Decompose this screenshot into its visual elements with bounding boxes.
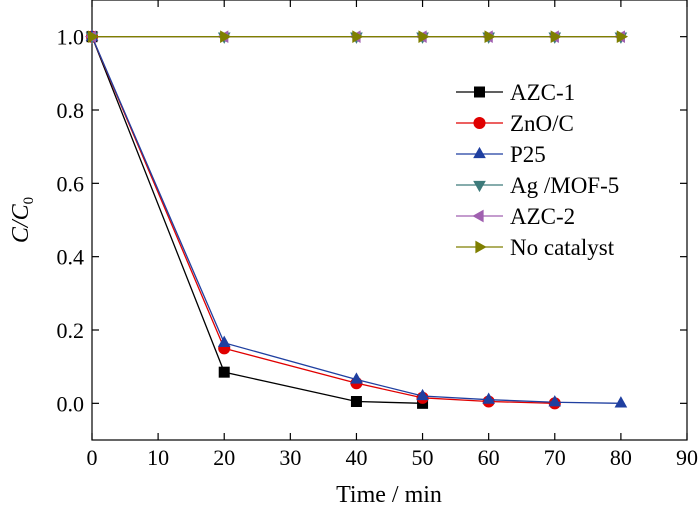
x-tick-label: 60 <box>478 445 500 470</box>
legend-label: AZC-2 <box>510 204 575 229</box>
data-point <box>350 372 363 384</box>
legend-item: ZnO/C <box>456 111 574 136</box>
legend-marker <box>474 86 485 98</box>
data-point <box>484 30 496 43</box>
series-group <box>84 29 629 410</box>
data-point <box>350 396 362 407</box>
series-5 <box>87 30 629 43</box>
y-tick-label: 0.0 <box>57 391 85 416</box>
data-point <box>482 392 495 404</box>
legend-item: Ag /MOF-5 <box>456 173 619 198</box>
legend-marker <box>473 116 486 130</box>
legend-label: ZnO/C <box>510 111 574 136</box>
data-point <box>87 30 100 43</box>
legend-label: P25 <box>510 142 546 167</box>
plot-frame <box>91 0 688 441</box>
data-point <box>416 388 429 401</box>
x-tick-label: 20 <box>213 445 235 470</box>
legend-label: Ag /MOF-5 <box>510 173 619 198</box>
y-axis-label-sub: 0 <box>21 197 37 205</box>
data-point <box>550 30 562 43</box>
legend-label: AZC-1 <box>510 80 575 105</box>
y-axis-label: C/C0 <box>8 197 37 243</box>
legend-marker <box>472 209 484 223</box>
data-point <box>418 30 430 43</box>
y-tick-label: 0.2 <box>57 318 85 343</box>
x-tick-label: 40 <box>345 445 367 470</box>
x-tick-label: 70 <box>544 445 566 470</box>
data-point <box>218 366 230 378</box>
data-point <box>616 30 629 43</box>
x-tick-label: 10 <box>147 445 169 470</box>
legend-item: No catalyst <box>456 235 615 260</box>
series-2 <box>85 29 628 408</box>
x-tick-label: 0 <box>87 445 98 470</box>
data-point <box>220 30 232 43</box>
legend-marker <box>473 180 486 193</box>
x-tick-label: 90 <box>676 445 698 470</box>
data-point <box>217 335 231 347</box>
series-line <box>91 36 423 404</box>
legend-item: P25 <box>456 142 546 167</box>
series-1 <box>85 30 561 410</box>
x-axis-label: Time / min <box>336 482 442 508</box>
y-tick-label: 0.4 <box>57 245 85 270</box>
series-line <box>91 36 555 404</box>
x-tick-label: 30 <box>279 445 301 470</box>
axis-ticks: 0 10 20 30 40 50 60 70 80 90 0.0 0.2 0.4 0.6 0.8 1.0 <box>57 0 698 470</box>
data-point <box>352 30 364 43</box>
data-point <box>614 396 628 408</box>
legend: AZC-1 ZnO/C P25 Ag /MOF-5 AZC-2 No catalyst <box>456 80 619 260</box>
legend-item: AZC-2 <box>456 204 575 229</box>
legend-marker <box>473 146 486 159</box>
data-point <box>548 395 562 407</box>
legend-item: AZC-1 <box>456 80 575 105</box>
y-tick-label: 1.0 <box>57 25 85 50</box>
x-tick-label: 80 <box>610 445 632 470</box>
y-tick-label: 0.8 <box>57 98 85 123</box>
y-axis-label-main: C/C <box>8 203 34 243</box>
legend-marker <box>475 240 487 254</box>
y-tick-label: 0.6 <box>57 171 85 196</box>
x-tick-label: 50 <box>412 445 434 470</box>
legend-label: No catalyst <box>510 235 615 260</box>
